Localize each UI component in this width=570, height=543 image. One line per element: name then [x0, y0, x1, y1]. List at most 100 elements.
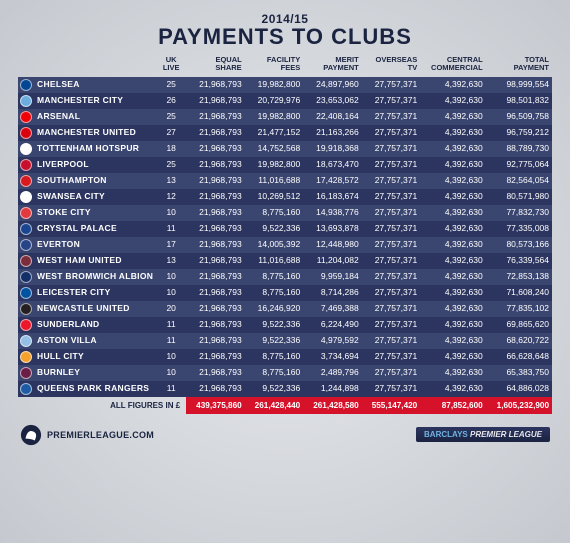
sponsor-suffix: PREMIER LEAGUE — [470, 430, 542, 439]
total-payment: 92,775,064 — [486, 157, 552, 173]
total-payment: 72,853,138 — [486, 269, 552, 285]
overseas-tv: 27,757,371 — [362, 141, 421, 157]
col-central-commercial: CENTRALCOMMERCIAL — [420, 54, 485, 77]
club-name: ARSENAL — [34, 109, 156, 125]
facility-fees: 19,982,800 — [245, 109, 304, 125]
club-name: SOUTHAMPTON — [34, 173, 156, 189]
table-row: LEICESTER CITY1021,968,7938,775,1608,714… — [18, 285, 552, 301]
uk-live: 10 — [156, 365, 186, 381]
facility-fees: 9,522,336 — [245, 221, 304, 237]
table-row: ARSENAL2521,968,79319,982,80022,408,1642… — [18, 109, 552, 125]
table-row: EVERTON1721,968,79314,005,39212,448,9802… — [18, 237, 552, 253]
crest-cell — [18, 141, 34, 157]
footer-left: PREMIERLEAGUE.COM — [20, 424, 154, 446]
overseas-tv: 27,757,371 — [362, 93, 421, 109]
footer: PREMIERLEAGUE.COM BARCLAYS PREMIER LEAGU… — [18, 424, 552, 446]
page-container: 2014/15 PAYMENTS TO CLUBS UKLIVE EQUALSH… — [0, 0, 570, 454]
central-commercial: 4,392,630 — [420, 237, 485, 253]
club-name: QUEENS PARK RANGERS — [34, 381, 156, 397]
overseas-tv: 27,757,371 — [362, 237, 421, 253]
total-payment: 88,789,730 — [486, 141, 552, 157]
equal-share: 21,968,793 — [186, 157, 245, 173]
uk-live: 13 — [156, 253, 186, 269]
table-row: CRYSTAL PALACE1121,968,7939,522,33613,69… — [18, 221, 552, 237]
total-payment: 82,564,054 — [486, 173, 552, 189]
club-name: SWANSEA CITY — [34, 189, 156, 205]
uk-live: 11 — [156, 221, 186, 237]
header-row: UKLIVE EQUALSHARE FACILITYFEES MERITPAYM… — [18, 54, 552, 77]
total-payment: 77,335,008 — [486, 221, 552, 237]
club-name: LIVERPOOL — [34, 157, 156, 173]
merit-payment: 6,224,490 — [303, 317, 362, 333]
equal-share: 21,968,793 — [186, 125, 245, 141]
uk-live: 20 — [156, 301, 186, 317]
total-equal-share: 439,375,860 — [186, 397, 245, 414]
total-payment: 71,608,240 — [486, 285, 552, 301]
club-name: BURNLEY — [34, 365, 156, 381]
central-commercial: 4,392,630 — [420, 93, 485, 109]
facility-fees: 9,522,336 — [245, 333, 304, 349]
facility-fees: 16,246,920 — [245, 301, 304, 317]
club-crest-icon — [20, 351, 32, 363]
club-crest-icon — [20, 111, 32, 123]
table-row: ASTON VILLA1121,968,7939,522,3364,979,59… — [18, 333, 552, 349]
club-crest-icon — [20, 207, 32, 219]
uk-live: 26 — [156, 93, 186, 109]
central-commercial: 4,392,630 — [420, 285, 485, 301]
crest-cell — [18, 237, 34, 253]
equal-share: 21,968,793 — [186, 333, 245, 349]
equal-share: 21,968,793 — [186, 317, 245, 333]
table-row: SUNDERLAND1121,968,7939,522,3366,224,490… — [18, 317, 552, 333]
club-crest-icon — [20, 319, 32, 331]
central-commercial: 4,392,630 — [420, 125, 485, 141]
club-crest-icon — [20, 255, 32, 267]
facility-fees: 21,477,152 — [245, 125, 304, 141]
total-payment: 64,886,028 — [486, 381, 552, 397]
club-crest-icon — [20, 383, 32, 395]
merit-payment: 13,693,878 — [303, 221, 362, 237]
total-payment: 96,509,758 — [486, 109, 552, 125]
club-name: CRYSTAL PALACE — [34, 221, 156, 237]
totals-label: ALL FIGURES IN £ — [18, 397, 186, 414]
col-facility-fees: FACILITYFEES — [245, 54, 304, 77]
facility-fees: 10,269,512 — [245, 189, 304, 205]
col-merit-payment: MERITPAYMENT — [303, 54, 362, 77]
uk-live: 11 — [156, 381, 186, 397]
equal-share: 21,968,793 — [186, 221, 245, 237]
facility-fees: 19,982,800 — [245, 77, 304, 93]
central-commercial: 4,392,630 — [420, 365, 485, 381]
equal-share: 21,968,793 — [186, 173, 245, 189]
overseas-tv: 27,757,371 — [362, 381, 421, 397]
overseas-tv: 27,757,371 — [362, 125, 421, 141]
total-payment: 77,835,102 — [486, 301, 552, 317]
merit-payment: 19,918,368 — [303, 141, 362, 157]
table-row: SWANSEA CITY1221,968,79310,269,51216,183… — [18, 189, 552, 205]
uk-live: 10 — [156, 285, 186, 301]
merit-payment: 4,979,592 — [303, 333, 362, 349]
merit-payment: 22,408,164 — [303, 109, 362, 125]
crest-cell — [18, 189, 34, 205]
footer-url: PREMIERLEAGUE.COM — [47, 430, 154, 440]
crest-cell — [18, 317, 34, 333]
club-crest-icon — [20, 79, 32, 91]
crest-cell — [18, 285, 34, 301]
club-name: TOTTENHAM HOTSPUR — [34, 141, 156, 157]
sponsor-badge: BARCLAYS PREMIER LEAGUE — [416, 427, 550, 442]
crest-cell — [18, 381, 34, 397]
overseas-tv: 27,757,371 — [362, 333, 421, 349]
overseas-tv: 27,757,371 — [362, 205, 421, 221]
facility-fees: 14,752,568 — [245, 141, 304, 157]
central-commercial: 4,392,630 — [420, 189, 485, 205]
title-block: 2014/15 PAYMENTS TO CLUBS — [18, 12, 552, 48]
crest-cell — [18, 157, 34, 173]
merit-payment: 1,244,898 — [303, 381, 362, 397]
overseas-tv: 27,757,371 — [362, 157, 421, 173]
facility-fees: 9,522,336 — [245, 317, 304, 333]
facility-fees: 11,016,688 — [245, 173, 304, 189]
club-name: CHELSEA — [34, 77, 156, 93]
central-commercial: 4,392,630 — [420, 269, 485, 285]
club-crest-icon — [20, 335, 32, 347]
club-crest-icon — [20, 239, 32, 251]
total-payment: 65,383,750 — [486, 365, 552, 381]
total-merit-payment: 261,428,580 — [303, 397, 362, 414]
